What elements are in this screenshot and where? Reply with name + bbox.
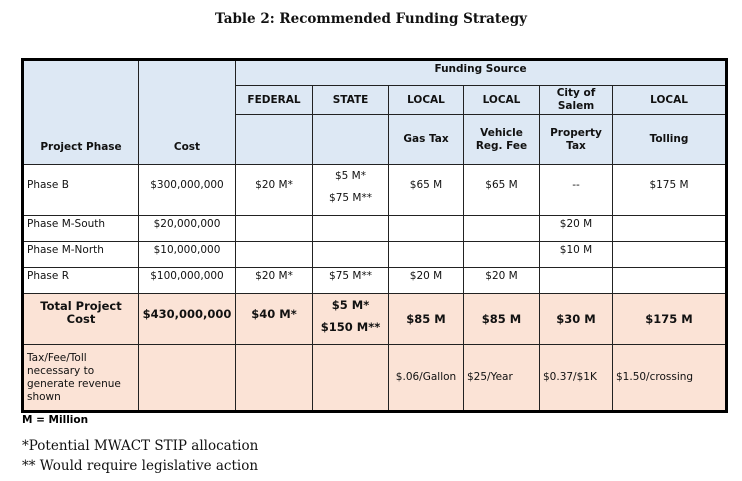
vehicle-fee-cell: $20 M xyxy=(463,267,540,294)
empty-cell xyxy=(138,344,236,412)
subheader-property-tax: Property Tax xyxy=(539,114,613,165)
phase-cell: Phase M-North xyxy=(22,241,139,268)
footnote-2: ** Would require legislative action xyxy=(22,458,259,474)
table-row: Phase M-South $20,000,000 $20 M xyxy=(22,215,728,242)
state-cell: $75 M** xyxy=(312,267,389,294)
header-project-phase: Project Phase xyxy=(22,59,139,165)
federal-cell: $20 M* xyxy=(235,267,313,294)
federal-cell xyxy=(235,215,313,242)
tolling-cell: $175 M xyxy=(611,164,728,216)
header-cost: Cost xyxy=(138,59,236,165)
total-label: Total Project Cost xyxy=(22,293,139,345)
property-tax-cell: $20 M xyxy=(539,215,613,242)
cost-cell: $300,000,000 xyxy=(138,164,236,216)
tax-label: Tax/Fee/Toll necessary to generate reven… xyxy=(22,344,139,412)
federal-cell xyxy=(235,241,313,268)
tolling-cell xyxy=(611,267,728,294)
gas-tax-cell xyxy=(388,215,464,242)
phase-cell: Phase M-South xyxy=(22,215,139,242)
vehicle-fee-cell xyxy=(463,241,540,268)
state-cell xyxy=(312,215,389,242)
cost-cell: $100,000,000 xyxy=(138,267,236,294)
state-value: $5 M* xyxy=(334,170,366,182)
total-property-tax: $30 M xyxy=(539,293,613,345)
total-vehicle-fee: $85 M xyxy=(463,293,540,345)
footnote-1: *Potential MWACT STIP allocation xyxy=(22,438,259,454)
property-tax-cell xyxy=(539,267,613,294)
total-federal: $40 M* xyxy=(235,293,313,345)
total-tolling: $175 M xyxy=(611,293,728,345)
header-local-gas: LOCAL xyxy=(388,85,464,115)
gas-tax-cell: $65 M xyxy=(388,164,464,216)
tax-row: Tax/Fee/Toll necessary to generate reven… xyxy=(22,344,728,412)
empty-cell xyxy=(235,344,313,412)
cost-cell: $20,000,000 xyxy=(138,215,236,242)
property-tax-cell: -- xyxy=(539,164,613,216)
total-cost: $430,000,000 xyxy=(138,293,236,345)
phase-cell: Phase B xyxy=(22,164,139,216)
gas-tax-cell: $20 M xyxy=(388,267,464,294)
tax-tolling: $1.50/crossing xyxy=(611,344,728,412)
tolling-cell xyxy=(611,215,728,242)
tolling-cell xyxy=(611,241,728,268)
state-value: $150 M** xyxy=(320,320,381,334)
header-funding-source: Funding Source xyxy=(234,59,728,86)
total-row: Total Project Cost $430,000,000 $40 M* $… xyxy=(22,293,728,345)
vehicle-fee-cell xyxy=(463,215,540,242)
header-local-tolling: LOCAL xyxy=(611,85,728,115)
table-row: Phase M-North $10,000,000 $10 M xyxy=(22,241,728,268)
subheader-vehicle-reg-fee: Vehicle Reg. Fee xyxy=(463,114,540,165)
units-note: M = Million xyxy=(22,414,89,426)
federal-cell: $20 M* xyxy=(235,164,313,216)
subheader-state xyxy=(312,114,389,165)
cost-cell: $10,000,000 xyxy=(138,241,236,268)
tax-property: $0.37/$1K xyxy=(539,344,613,412)
funding-strategy-table: Project Phase Cost Funding Source FEDERA… xyxy=(21,58,729,413)
gas-tax-cell xyxy=(388,241,464,268)
total-state: $5 M* $150 M** xyxy=(312,293,389,345)
phase-cell: Phase R xyxy=(22,267,139,294)
property-tax-cell: $10 M xyxy=(539,241,613,268)
header-local-vehicle: LOCAL xyxy=(463,85,540,115)
table-row: Phase B $300,000,000 $20 M* $5 M* $75 M*… xyxy=(22,164,728,216)
state-value: $5 M* xyxy=(331,298,370,312)
subheader-federal xyxy=(235,114,313,165)
state-cell: $5 M* $75 M** xyxy=(312,164,389,216)
empty-cell xyxy=(312,344,389,412)
table-row: Phase R $100,000,000 $20 M* $75 M** $20 … xyxy=(22,267,728,294)
tax-gas: $.06/Gallon xyxy=(388,344,464,412)
header-city-of-salem: City of Salem xyxy=(539,85,613,115)
state-cell xyxy=(312,241,389,268)
subheader-gas-tax: Gas Tax xyxy=(388,114,464,165)
header-federal: FEDERAL xyxy=(235,85,313,115)
state-value: $75 M** xyxy=(329,192,372,204)
tax-vehicle: $25/Year xyxy=(463,344,540,412)
header-state: STATE xyxy=(312,85,389,115)
vehicle-fee-cell: $65 M xyxy=(463,164,540,216)
total-gas-tax: $85 M xyxy=(388,293,464,345)
subheader-tolling: Tolling xyxy=(611,114,728,165)
table-title: Table 2: Recommended Funding Strategy xyxy=(214,11,528,27)
